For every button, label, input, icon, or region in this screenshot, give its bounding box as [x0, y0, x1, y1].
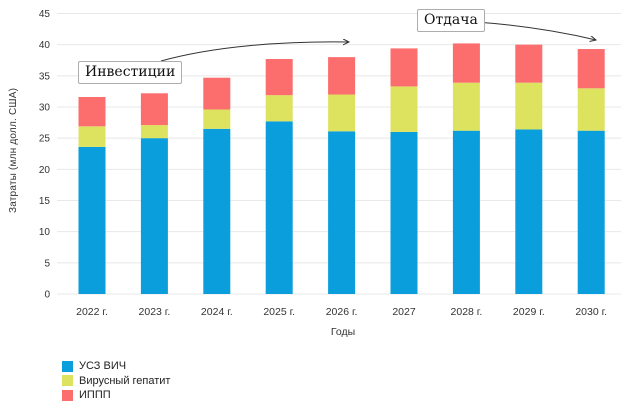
x-tick-label: 2025 г.	[263, 306, 295, 318]
x-tick-label: 2027	[392, 306, 416, 318]
bar-segment	[515, 82, 543, 130]
bar-segment	[452, 82, 480, 131]
bar-segment	[515, 129, 543, 294]
y-tick-label: 40	[39, 40, 51, 51]
bar-segment	[390, 48, 418, 87]
legend-swatch-sti	[62, 389, 73, 401]
bar-segment	[577, 130, 605, 294]
bar-segment	[265, 121, 293, 295]
legend-swatch-hepatitis	[62, 375, 73, 387]
y-tick-label: 15	[39, 196, 51, 207]
x-tick-label: 2022 г.	[76, 306, 108, 318]
bar-segment	[140, 125, 168, 139]
y-axis-title: Затраты (млн долл. США)	[8, 87, 19, 213]
bar-segment	[328, 57, 356, 95]
bar-segment	[390, 86, 418, 132]
x-tick-label: 2026 г.	[326, 306, 358, 318]
bar-segment	[203, 109, 231, 129]
bar-segment	[265, 59, 293, 96]
x-tick-label: 2024 г.	[201, 306, 233, 318]
annotation-investments: Инвестиции	[78, 61, 183, 84]
x-tick-label: 2028 г.	[451, 306, 483, 318]
bar-segment	[78, 97, 106, 127]
bar-segment	[203, 128, 231, 294]
legend: УСЗ ВИЧ Вирусный гепатит ИППП	[62, 359, 170, 403]
y-tick-label: 10	[39, 227, 51, 238]
bar-segment	[577, 49, 605, 89]
legend-label-hepatitis: Вирусный гепатит	[79, 374, 171, 387]
y-tick-label: 0	[44, 290, 50, 301]
y-tick-label: 25	[39, 134, 51, 145]
bar-segment	[140, 138, 168, 294]
bar-segment	[452, 43, 480, 83]
legend-label-sti: ИППП	[79, 389, 111, 402]
bar-segment	[78, 146, 106, 294]
bars-and-grid: 0 5 10 15 20 25 30 35 40 45 2022 г. 2023 г. 2024 г. 2…	[39, 9, 621, 318]
bar-segment	[328, 131, 356, 294]
bar-segment	[390, 131, 418, 294]
y-tick-label: 5	[44, 258, 50, 269]
x-tick-label: 2030 г.	[575, 306, 607, 318]
x-axis-title: Годы	[330, 326, 356, 338]
investment-arrow	[160, 42, 349, 62]
x-tick-label: 2029 г.	[513, 306, 545, 318]
y-tick-label: 20	[39, 165, 51, 176]
returns-arrow	[475, 21, 596, 40]
bar-segment	[265, 95, 293, 122]
y-tick-label: 30	[39, 103, 51, 114]
legend-item-hepatitis: Вирусный гепатит	[62, 374, 170, 389]
bar-segment	[140, 93, 168, 126]
bar-segment	[78, 126, 106, 147]
x-tick-label: 2023 г.	[139, 306, 171, 318]
bar-segment	[452, 130, 480, 294]
bar-segment	[515, 44, 543, 83]
y-tick-label: 45	[39, 9, 51, 20]
legend-swatch-hiv	[62, 360, 73, 372]
y-tick-label: 35	[39, 71, 51, 82]
legend-item-sti: ИППП	[62, 388, 170, 403]
bar-segment	[328, 94, 356, 132]
legend-label-hiv: УСЗ ВИЧ	[79, 360, 127, 373]
annotation-returns: Отдача	[417, 9, 485, 32]
bar-segment	[203, 77, 231, 110]
legend-item-hiv: УСЗ ВИЧ	[62, 359, 170, 374]
bar-segment	[577, 88, 605, 131]
